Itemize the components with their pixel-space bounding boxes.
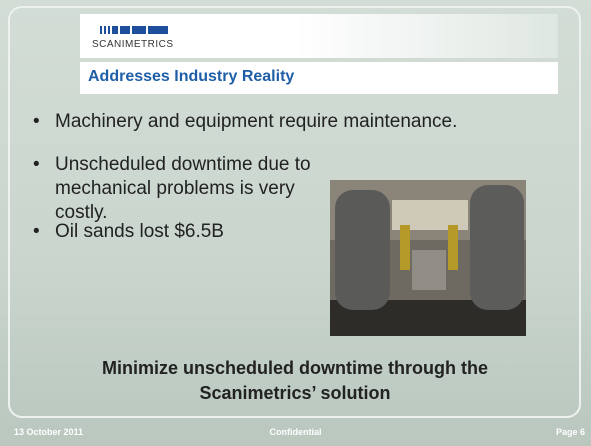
logo-text: SCANIMETRICS bbox=[92, 39, 174, 50]
bullet: Oil sands lost $6.5B bbox=[35, 220, 325, 244]
footer-page: Page 6 bbox=[556, 427, 585, 437]
bullet-text: Unscheduled downtime due to mechanical p… bbox=[35, 153, 325, 225]
conclusion: Minimize unscheduled downtime through th… bbox=[60, 356, 530, 406]
bullet-text: Machinery and equipment require maintena… bbox=[35, 110, 591, 134]
slide-title: Addresses Industry Reality bbox=[88, 68, 294, 86]
slide: SCANIMETRICS Addresses Industry Reality … bbox=[0, 0, 591, 446]
title-box: Addresses Industry Reality bbox=[80, 62, 558, 94]
header: SCANIMETRICS bbox=[80, 14, 558, 58]
logo-mark bbox=[100, 24, 170, 36]
photo bbox=[330, 180, 526, 336]
bullet: Unscheduled downtime due to mechanical p… bbox=[35, 153, 325, 225]
footer-center: Confidential bbox=[0, 427, 591, 437]
bullet: Machinery and equipment require maintena… bbox=[35, 110, 591, 134]
bullet-text: Oil sands lost $6.5B bbox=[35, 220, 325, 244]
